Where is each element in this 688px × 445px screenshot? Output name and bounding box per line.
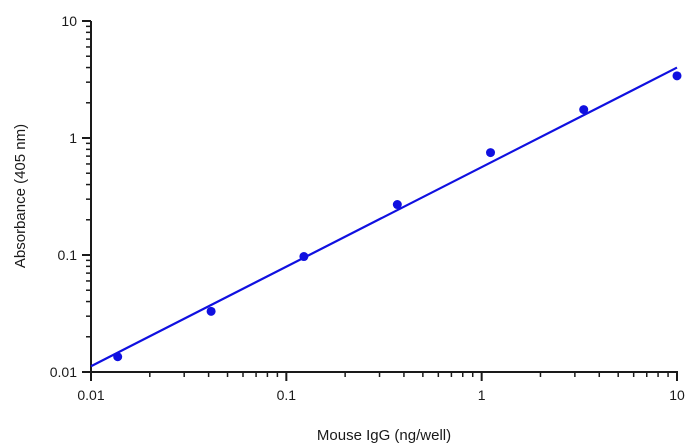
data-point — [579, 105, 589, 115]
y-tick-label: 10 — [61, 13, 77, 29]
x-tick-label: 0.1 — [277, 387, 297, 403]
data-point — [486, 148, 496, 158]
data-point — [672, 71, 682, 81]
fit-line-layer — [90, 66, 678, 368]
data-point — [113, 352, 123, 362]
y-axis-title: Absorbance (405 nm) — [12, 124, 29, 268]
x-tick-label: 0.01 — [77, 387, 104, 403]
x-axis-title: Mouse IgG (ng/well) — [317, 427, 451, 444]
y-tick-label: 0.01 — [50, 364, 77, 380]
y-tick-label: 0.1 — [58, 247, 78, 263]
axes: 0.01 0.1 1 10 0.01 0.1 1 10 — [50, 13, 685, 403]
data-point — [392, 200, 402, 210]
x-tick-label: 1 — [478, 387, 486, 403]
x-tick-label: 10 — [669, 387, 685, 403]
fit-line — [90, 66, 678, 368]
data-point — [299, 252, 309, 262]
y-tick-label: 1 — [69, 130, 77, 146]
data-point — [206, 306, 216, 316]
data-points — [113, 71, 682, 362]
